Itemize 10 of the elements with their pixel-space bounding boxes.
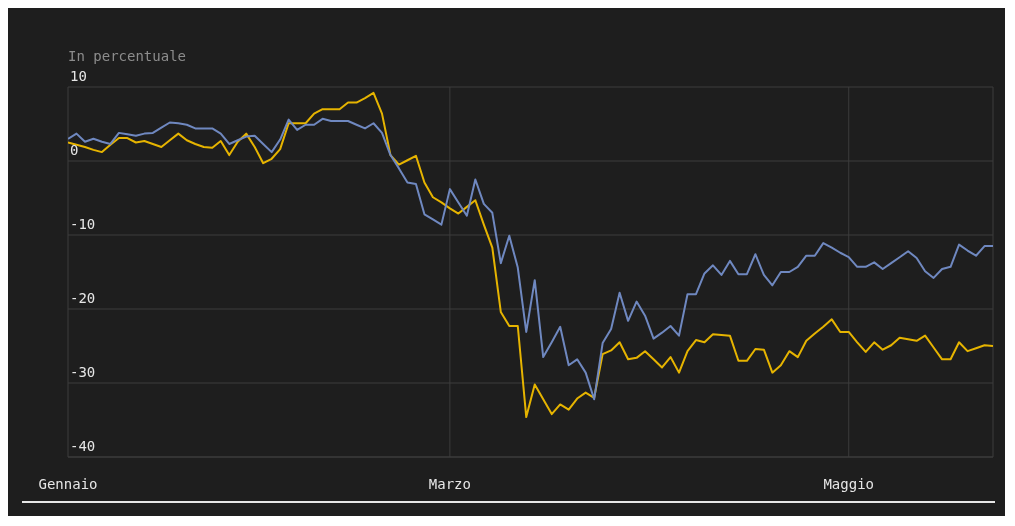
y-tick-label: -20 — [70, 290, 96, 306]
y-tick-label: -10 — [70, 216, 96, 232]
x-tick-label: Gennaio — [38, 476, 98, 492]
y-tick-label: 0 — [70, 142, 79, 158]
x-tick-label: Marzo — [428, 476, 471, 492]
y-tick-label: 10 — [70, 68, 87, 84]
y-tick-label: -30 — [70, 364, 96, 380]
x-tick-label: Maggio — [823, 476, 875, 492]
y-axis-title: In percentuale — [68, 48, 187, 64]
y-tick-label: -40 — [70, 438, 96, 454]
